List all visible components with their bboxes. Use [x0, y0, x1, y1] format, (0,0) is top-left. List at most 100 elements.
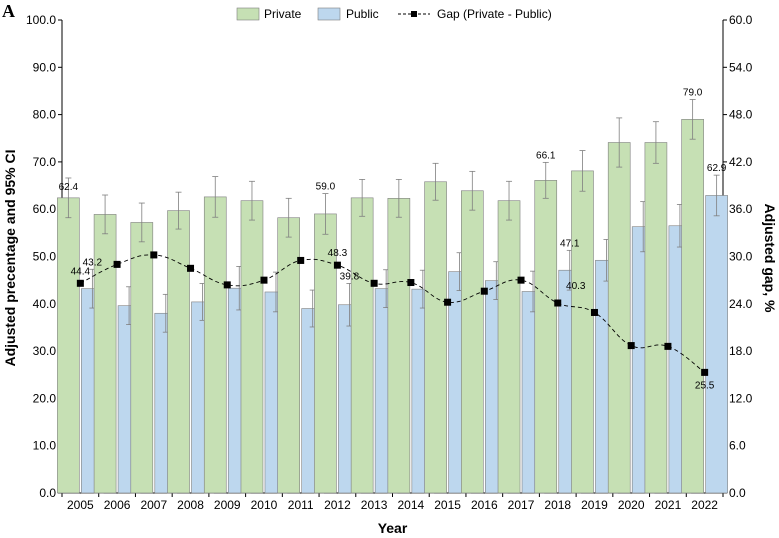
- x-tick-label: 2021: [655, 498, 682, 512]
- private-bar: [350, 197, 374, 494]
- gap-marker: [407, 279, 415, 287]
- y-tick-label: 100.0: [26, 13, 56, 27]
- private-bar: [534, 180, 558, 494]
- x-tick-label: 2006: [104, 498, 131, 512]
- gap-marker: [187, 264, 195, 272]
- public-data-label: 43.2: [83, 257, 103, 268]
- gap-marker: [664, 342, 672, 350]
- private-bar: [497, 200, 521, 494]
- private-data-label: 79.0: [683, 87, 703, 98]
- private-bar: [93, 214, 117, 494]
- public-data-label: 39.8: [340, 271, 360, 282]
- private-data-label: 59.0: [316, 182, 336, 193]
- y2-tick-label: 24.0: [729, 297, 753, 311]
- y2-tick-label: 42.0: [729, 155, 753, 169]
- y-tick-label: 30.0: [33, 344, 57, 358]
- gap-marker: [627, 342, 635, 350]
- y2-tick-label: 12.0: [729, 391, 753, 405]
- private-bar: [167, 210, 190, 494]
- y2-tick-label: 48.0: [729, 108, 753, 122]
- gap-marker: [480, 287, 488, 295]
- private-bar: [130, 222, 154, 494]
- legend-label-public: Public: [346, 7, 379, 21]
- private-bar: [240, 200, 264, 494]
- y-tick-label: 50.0: [33, 250, 57, 264]
- y-tick-label: 70.0: [33, 155, 57, 169]
- x-tick-label: 2015: [434, 498, 461, 512]
- private-bar: [424, 181, 447, 494]
- gap-marker: [590, 308, 598, 316]
- y-tick-label: 20.0: [33, 391, 57, 405]
- x-tick-label: 2017: [508, 498, 535, 512]
- y-tick-label: 40.0: [33, 297, 57, 311]
- private-bar: [461, 190, 484, 494]
- y2-tick-label: 30.0: [729, 250, 753, 264]
- y2-tick-label: 36.0: [729, 202, 753, 216]
- private-bar: [387, 198, 411, 494]
- gap-data-label: 48.3: [328, 248, 348, 259]
- private-bar: [203, 196, 227, 494]
- private-data-label: 66.1: [536, 150, 556, 161]
- gap-marker: [333, 261, 341, 269]
- y2-axis-title: Adjusted gap, %: [762, 204, 778, 313]
- y-tick-label: 80.0: [33, 108, 57, 122]
- legend-swatch-private: [236, 7, 260, 21]
- x-tick-label: 2008: [177, 498, 204, 512]
- y-tick-label: 90.0: [33, 60, 57, 74]
- y2-tick-label: 18.0: [729, 344, 753, 358]
- gap-marker: [370, 279, 378, 287]
- gap-data-label: 40.3: [566, 281, 586, 292]
- legend-marker-gap: [411, 11, 417, 17]
- gap-marker: [517, 276, 525, 284]
- public-bar: [705, 195, 728, 494]
- legend-label-private: Private: [264, 7, 302, 21]
- x-tick-label: 2012: [324, 498, 351, 512]
- plot-area: 0.0 10.0 20.0 30.0 40.0 50.0 60.0 70.0 80.0 90.0 1…: [26, 13, 753, 512]
- x-tick-label: 2016: [471, 498, 498, 512]
- gap-data-label: 44.4: [71, 266, 91, 277]
- private-bar: [571, 170, 594, 494]
- x-tick-label: 2011: [288, 498, 314, 512]
- y2-tick-label: 60.0: [729, 13, 753, 27]
- x-tick-label: 2009: [214, 498, 241, 512]
- public-data-label: 62.9: [707, 163, 727, 174]
- legend-label-gap: Gap (Private - Public): [437, 7, 552, 21]
- legend: Private Public Gap (Private - Public): [236, 7, 552, 21]
- y2-tick-label: 6.0: [729, 439, 746, 453]
- gap-marker: [444, 298, 452, 306]
- legend-swatch-public: [317, 7, 341, 21]
- x-tick-label: 2013: [361, 498, 388, 512]
- private-bar: [607, 142, 631, 494]
- y-tick-label: 0.0: [39, 486, 56, 500]
- private-bar: [644, 142, 668, 494]
- gap-marker: [113, 260, 121, 268]
- private-bar: [57, 197, 80, 494]
- y-tick-label: 10.0: [33, 439, 57, 453]
- gap-data-label: 25.5: [695, 380, 715, 391]
- panel-label: A: [2, 1, 15, 21]
- private-bar: [681, 119, 704, 494]
- private-bar: [277, 217, 300, 494]
- x-tick-label: 2020: [618, 498, 645, 512]
- x-tick-label: 2007: [140, 498, 167, 512]
- y2-tick-label: 54.0: [729, 60, 753, 74]
- x-tick-label: 2019: [581, 498, 608, 512]
- gap-marker: [260, 276, 268, 284]
- gap-marker: [150, 251, 158, 259]
- x-tick-label: 2022: [691, 498, 718, 512]
- gap-marker: [223, 281, 231, 289]
- x-tick-label: 2005: [67, 498, 94, 512]
- gap-marker: [701, 368, 709, 376]
- gap-marker: [76, 279, 84, 287]
- y-tick-label: 60.0: [33, 202, 57, 216]
- gap-marker: [297, 256, 305, 264]
- x-tick-label: 2018: [544, 498, 571, 512]
- x-tick-label: 2014: [398, 498, 425, 512]
- public-data-label: 47.1: [560, 238, 580, 249]
- y-axis-title: Adjusted precentage and 95% CI: [2, 149, 18, 366]
- y2-tick-label: 0.0: [729, 486, 746, 500]
- x-axis-title: Year: [378, 520, 408, 536]
- x-tick-label: 2010: [251, 498, 278, 512]
- gap-marker: [554, 299, 562, 307]
